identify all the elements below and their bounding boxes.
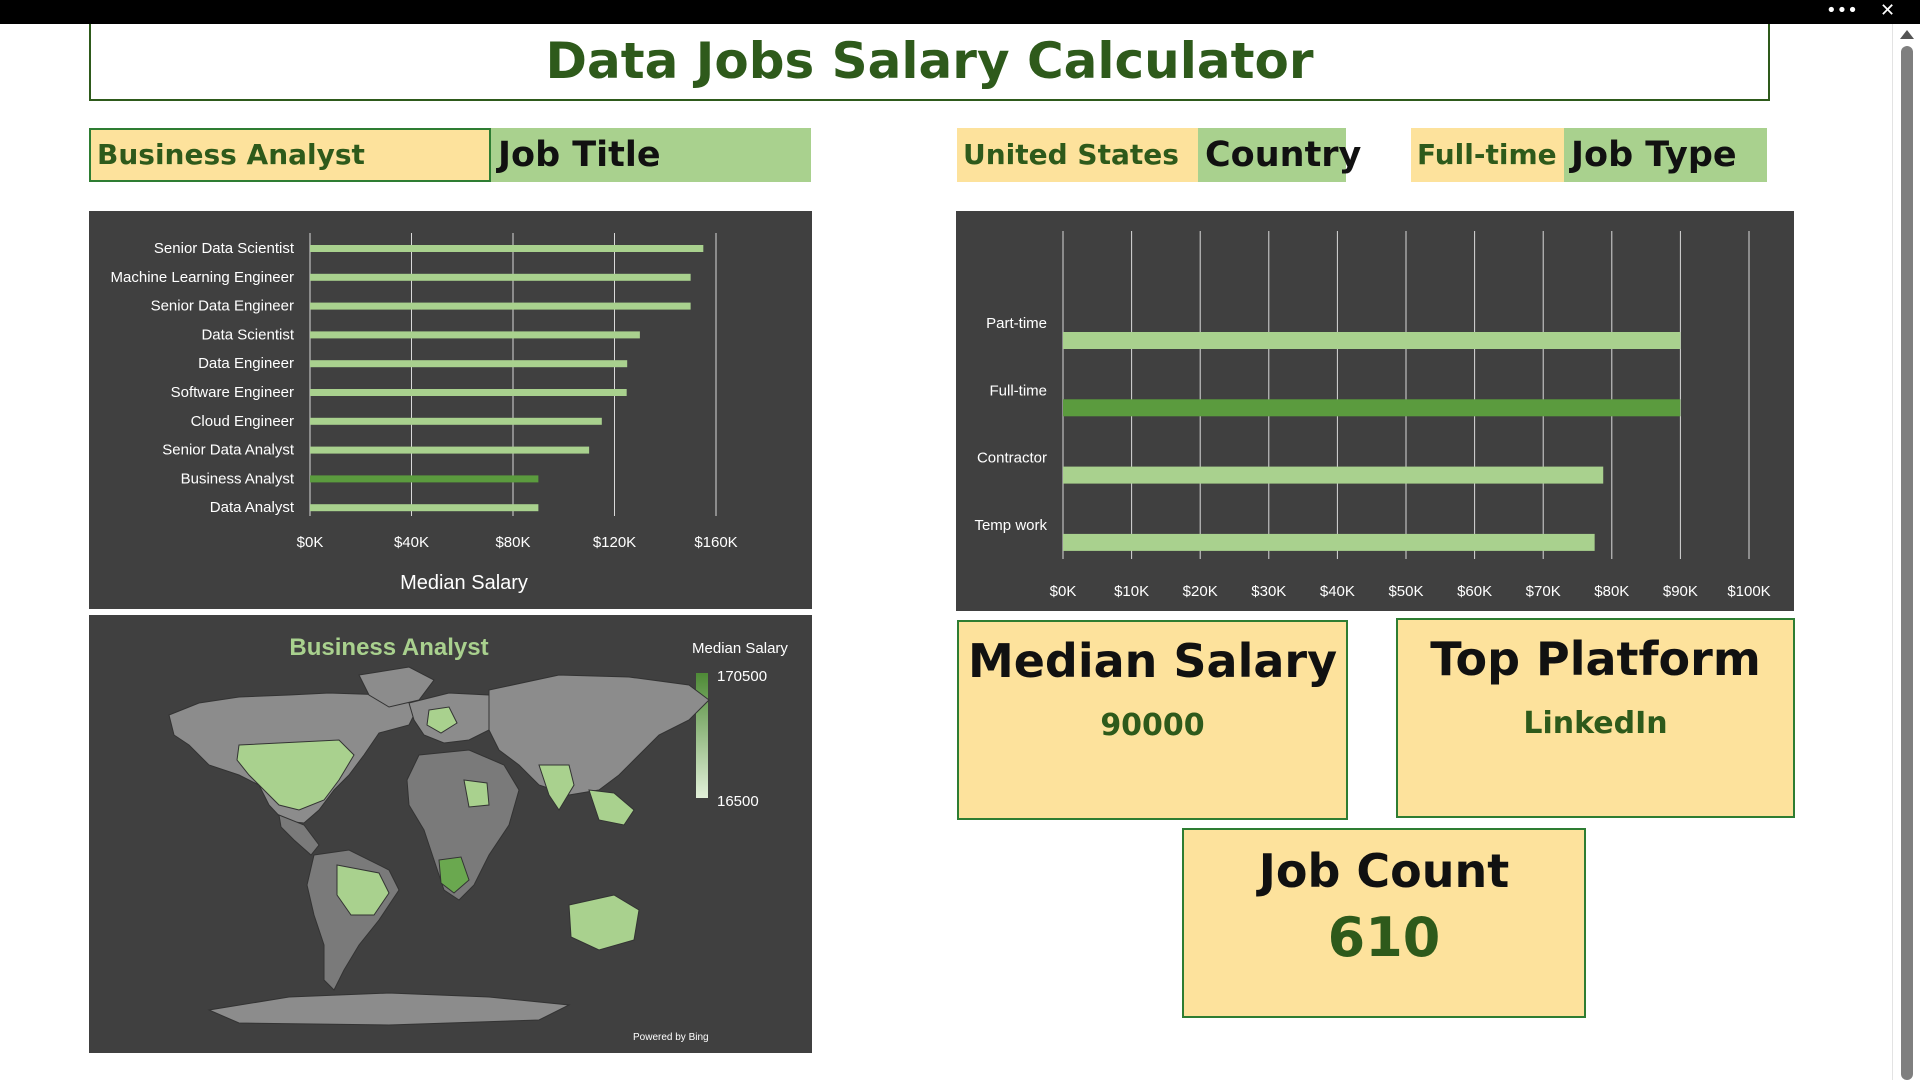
x-tick-label: $0K — [1050, 583, 1077, 600]
country-dropdown[interactable]: United States — [957, 128, 1198, 182]
window-title-bar: ••• ✕ — [0, 0, 1920, 24]
x-tick-label: $70K — [1526, 583, 1561, 600]
map-credit: Powered by Bing — [633, 1032, 709, 1043]
job-type-salary-chart: Part-time Full-time Contractor Temp work $0K… — [956, 211, 1794, 611]
x-tick-label: $100K — [1727, 583, 1770, 600]
africa-highlight-region — [438, 856, 470, 894]
category-label: Temp work — [974, 517, 1047, 534]
map-title: Business Analyst — [289, 634, 488, 661]
bar — [310, 389, 627, 396]
southeast-asia-region — [588, 789, 635, 826]
scroll-up-icon[interactable] — [1900, 30, 1914, 39]
top-platform-heading: Top Platform — [1430, 632, 1761, 686]
bar — [1063, 466, 1604, 484]
dashboard-header: Data Jobs Salary Calculator — [89, 24, 1770, 101]
x-tick-label: $10K — [1114, 583, 1149, 600]
x-tick-label: $120K — [593, 534, 636, 551]
bar — [1063, 332, 1681, 349]
category-label: Business Analyst — [181, 470, 295, 487]
bar — [310, 446, 590, 454]
x-tick-label: $30K — [1251, 583, 1286, 600]
median-salary-value: 90000 — [1100, 708, 1205, 743]
x-tick-label: $80K — [495, 534, 530, 551]
united-states-region — [236, 739, 355, 811]
bar — [310, 302, 691, 310]
scrollbar-thumb[interactable] — [1901, 46, 1913, 1080]
job-count-value: 610 — [1327, 906, 1441, 969]
x-tick-label: $90K — [1663, 583, 1698, 600]
top-platform-value: LinkedIn — [1523, 706, 1668, 741]
world-map: Business Analyst Median Salary 170500 16… — [168, 634, 788, 1043]
x-tick-label: $160K — [694, 534, 737, 551]
bar — [310, 504, 539, 512]
job-count-heading: Job Count — [1258, 844, 1510, 898]
x-tick-label: $80K — [1594, 583, 1629, 600]
asia-region — [488, 674, 710, 796]
brazil-region — [336, 864, 390, 916]
category-label: Senior Data Engineer — [151, 298, 294, 315]
africa-light-region — [463, 779, 490, 808]
antarctica-region — [207, 992, 571, 1026]
europe-highlight-region — [426, 706, 458, 734]
bar — [1063, 533, 1595, 551]
bar — [310, 245, 704, 252]
x-tick-label: $40K — [394, 534, 429, 551]
country-label: Country — [1198, 128, 1361, 182]
close-icon[interactable]: ✕ — [1880, 0, 1896, 21]
category-label: Software Engineer — [171, 384, 294, 401]
salary-map-panel: Business Analyst Median Salary 170500 16… — [89, 615, 812, 1053]
x-tick-label: $50K — [1388, 583, 1423, 600]
category-label: Senior Data Analyst — [162, 442, 295, 459]
job-type-dropdown[interactable]: Full-time — [1411, 128, 1564, 182]
category-label: Full-time — [989, 382, 1047, 399]
map-legend-title: Median Salary — [692, 640, 788, 657]
bar — [1063, 399, 1681, 417]
x-axis-title: Median Salary — [400, 572, 528, 594]
africa-region — [406, 749, 520, 901]
job-title-label: Job Title — [491, 128, 811, 182]
job-title-dropdown[interactable]: Business Analyst — [89, 128, 491, 182]
more-options-icon[interactable]: ••• — [1826, 0, 1858, 21]
job-type-label: Job Type — [1564, 128, 1767, 182]
bar — [310, 273, 691, 281]
australia-region — [568, 894, 640, 951]
india-region — [538, 764, 575, 811]
job-title-salary-chart-svg: Senior Data Scientist Machine Learning En… — [111, 233, 738, 594]
page-title: Data Jobs Salary Calculator — [545, 32, 1314, 90]
x-tick-label: $0K — [297, 534, 324, 551]
job-count-card: Job Count 610 — [1182, 828, 1586, 1018]
map-legend-max: 170500 — [717, 668, 767, 685]
category-label: Data Scientist — [201, 326, 294, 343]
top-platform-card: Top Platform LinkedIn — [1396, 618, 1795, 818]
category-label: Part-time — [986, 315, 1047, 332]
category-label: Data Analyst — [210, 499, 295, 516]
category-label: Contractor — [977, 450, 1047, 467]
bar — [310, 360, 628, 368]
bar — [310, 475, 539, 483]
category-label: Data Engineer — [198, 355, 294, 372]
job-title-salary-chart: Senior Data Scientist Machine Learning En… — [89, 211, 812, 609]
median-salary-heading: Median Salary — [967, 634, 1338, 688]
category-label: Senior Data Scientist — [154, 240, 295, 257]
job-type-salary-chart-svg: Part-time Full-time Contractor Temp work $0K… — [974, 231, 1771, 600]
category-label: Cloud Engineer — [191, 413, 294, 430]
category-label: Machine Learning Engineer — [111, 269, 294, 286]
map-continents — [168, 666, 710, 1026]
bar — [310, 331, 640, 339]
median-salary-card: Median Salary 90000 — [957, 620, 1348, 820]
map-legend-min: 16500 — [717, 793, 759, 810]
central-america-region — [278, 814, 320, 856]
x-tick-label: $40K — [1320, 583, 1355, 600]
x-tick-label: $20K — [1183, 583, 1218, 600]
bar — [310, 417, 602, 425]
x-tick-label: $60K — [1457, 583, 1492, 600]
